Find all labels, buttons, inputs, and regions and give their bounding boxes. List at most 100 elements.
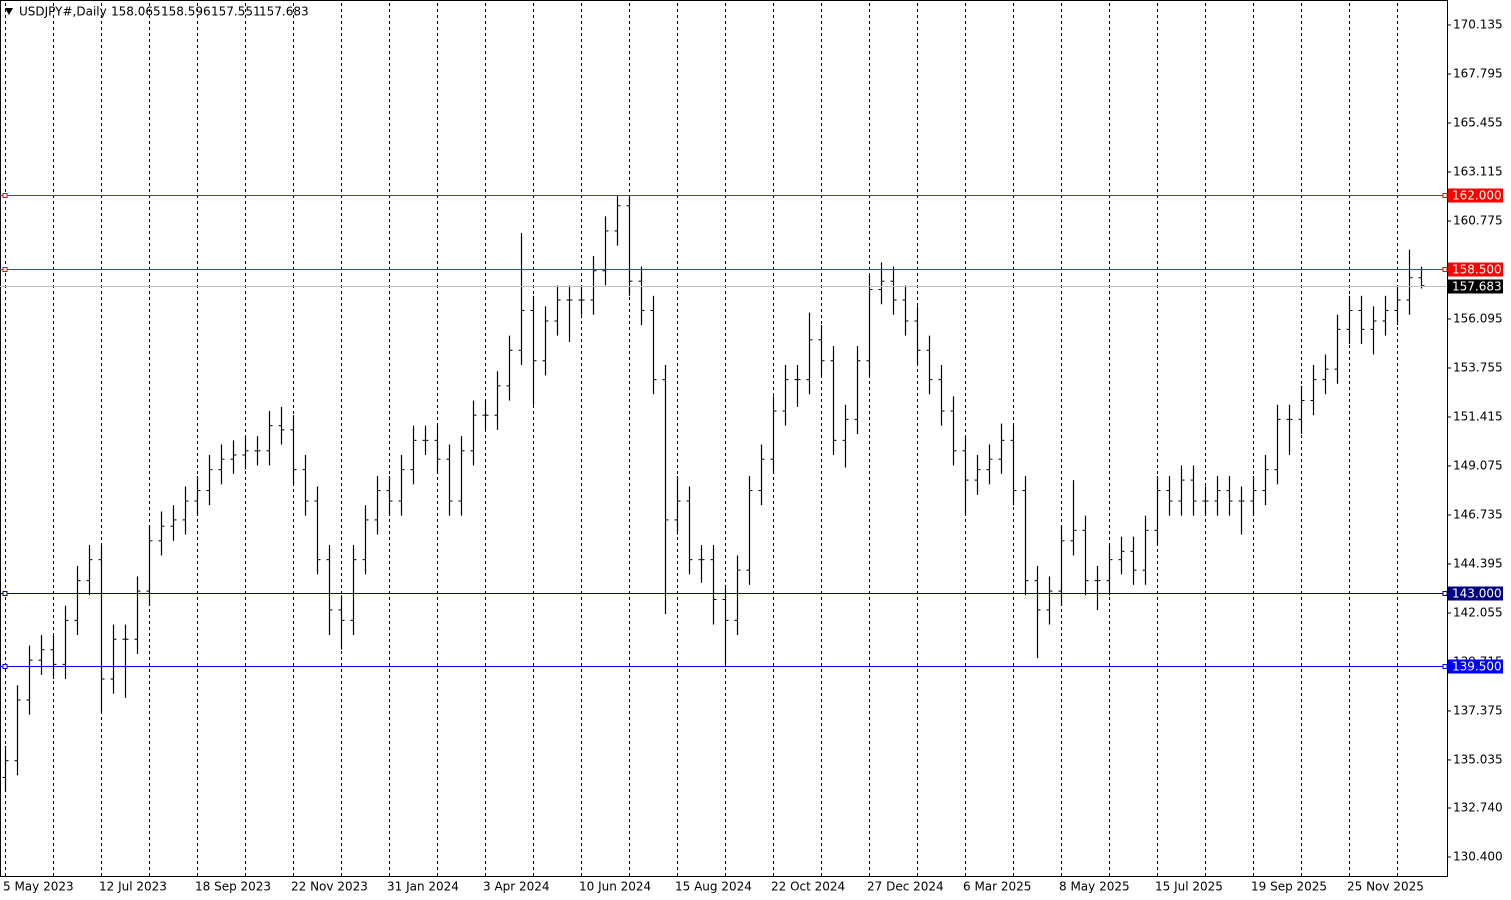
ohlc-bar bbox=[854, 346, 861, 435]
ohlc-bar bbox=[806, 312, 813, 395]
ohlc-bar bbox=[722, 584, 729, 665]
level-label-box bbox=[1448, 262, 1503, 277]
header-symbol: USDJPY#,Daily bbox=[19, 5, 107, 19]
y-tick-label: 149.075 bbox=[1453, 458, 1503, 472]
ohlc-bar bbox=[434, 425, 441, 474]
ohlc-bar bbox=[1190, 465, 1197, 516]
ohlc-bar bbox=[1070, 480, 1077, 556]
level-handle bbox=[1442, 267, 1448, 272]
ohlc-bar bbox=[1046, 576, 1053, 625]
ohlc-bar bbox=[206, 454, 213, 506]
ohlc-bar bbox=[2, 746, 9, 793]
x-tick-label: 5 May 2023 bbox=[3, 880, 74, 894]
ohlc-bar bbox=[50, 635, 57, 680]
y-tick-label: 130.400 bbox=[1453, 850, 1503, 864]
header-value: 158.596 bbox=[161, 5, 211, 19]
ohlc-bar bbox=[1358, 295, 1365, 345]
ohlc-bar bbox=[326, 545, 333, 636]
y-tick-label: 151.415 bbox=[1453, 409, 1503, 423]
ohlc-bar bbox=[962, 436, 969, 514]
x-tick-label: 22 Oct 2024 bbox=[771, 880, 845, 894]
header-value: 158.065 bbox=[111, 5, 161, 19]
ohlc-bar bbox=[506, 335, 513, 401]
ohlc-bar bbox=[110, 624, 117, 694]
ohlc-bar bbox=[974, 454, 981, 495]
ohlc-bar bbox=[338, 595, 345, 650]
x-tick-label: 12 Jul 2023 bbox=[99, 880, 167, 894]
ohlc-bar bbox=[38, 635, 45, 675]
x-tick-label: 6 Mar 2025 bbox=[963, 880, 1031, 894]
ohlc-bar bbox=[218, 444, 225, 485]
level-label-box bbox=[1448, 586, 1503, 601]
ohlc-bar bbox=[242, 436, 249, 470]
ohlc-bar bbox=[74, 565, 81, 636]
ohlc-bar bbox=[638, 266, 645, 326]
menu-arrow[interactable] bbox=[5, 8, 13, 15]
current-price-label: 157.683 bbox=[1452, 280, 1502, 294]
x-tick-label: 18 Sep 2023 bbox=[195, 880, 271, 894]
level-label: 162.000 bbox=[1452, 189, 1502, 203]
ohlc-bar bbox=[1250, 475, 1257, 516]
y-tick-label: 142.055 bbox=[1453, 605, 1503, 619]
x-tick-label: 31 Jan 2024 bbox=[387, 880, 459, 894]
ohlc-bar bbox=[662, 364, 669, 615]
ohlc-bar bbox=[686, 486, 693, 575]
ohlc-bar bbox=[314, 486, 321, 575]
y-tick-label: 137.375 bbox=[1453, 703, 1503, 717]
ohlc-bar bbox=[1202, 486, 1209, 516]
level-handle bbox=[1442, 664, 1448, 669]
ohlc-bar bbox=[794, 364, 801, 407]
ohlc-bar bbox=[674, 475, 681, 535]
ohlc-bar bbox=[914, 306, 921, 365]
ohlc-bar bbox=[518, 233, 525, 365]
ohlc-bar bbox=[1154, 475, 1161, 546]
x-tick-label: 19 Sep 2025 bbox=[1251, 880, 1327, 894]
ohlc-bar bbox=[950, 396, 957, 466]
y-tick-label: 153.755 bbox=[1453, 360, 1503, 374]
level-handle bbox=[2, 193, 8, 198]
ohlc-bar bbox=[938, 364, 945, 426]
level-handle bbox=[2, 664, 8, 669]
ohlc-bar bbox=[1178, 465, 1185, 516]
ohlc-bar bbox=[890, 266, 897, 315]
ohlc-bar bbox=[710, 545, 717, 625]
header-value: 157.683 bbox=[259, 5, 309, 19]
ohlc-bar bbox=[422, 425, 429, 455]
plot-frame bbox=[0, 0, 1448, 877]
ohlc-bar bbox=[602, 216, 609, 286]
ohlc-bar bbox=[1094, 565, 1101, 610]
ohlc-bar bbox=[1334, 314, 1341, 384]
ohlc-bar bbox=[362, 505, 369, 575]
ohlc-bar bbox=[1106, 545, 1113, 596]
y-tick-label: 170.135 bbox=[1453, 18, 1503, 32]
y-tick-label: 163.115 bbox=[1453, 164, 1503, 178]
ohlc-bar bbox=[1238, 486, 1245, 535]
ohlc-bar bbox=[302, 454, 309, 516]
ohlc-bar bbox=[1394, 285, 1401, 326]
ohlc-bar bbox=[1370, 306, 1377, 355]
ohlc-bar bbox=[866, 274, 873, 376]
ohlc-bar bbox=[170, 505, 177, 541]
ohlc-bar bbox=[98, 545, 105, 713]
ohlc-bar bbox=[458, 436, 465, 516]
ohlc-bar bbox=[758, 444, 765, 506]
ohlc-bar bbox=[1226, 475, 1233, 516]
ohlc-bar bbox=[818, 325, 825, 376]
ohlc-bar bbox=[182, 486, 189, 535]
y-tick-label: 156.095 bbox=[1453, 311, 1503, 325]
ohlc-bar bbox=[770, 396, 777, 474]
ohlc-bar bbox=[530, 295, 537, 405]
y-tick-label: 160.775 bbox=[1453, 213, 1503, 227]
ohlc-bar bbox=[1142, 515, 1149, 585]
ohlc-bar bbox=[1310, 364, 1317, 416]
level-label: 158.500 bbox=[1452, 263, 1502, 277]
ohlc-bar bbox=[566, 285, 573, 342]
ohlc-bar bbox=[1406, 249, 1413, 315]
x-tick-label: 27 Dec 2024 bbox=[867, 880, 944, 894]
level-handle bbox=[2, 267, 8, 272]
ohlc-bar bbox=[986, 444, 993, 485]
ohlc-bar bbox=[842, 404, 849, 468]
